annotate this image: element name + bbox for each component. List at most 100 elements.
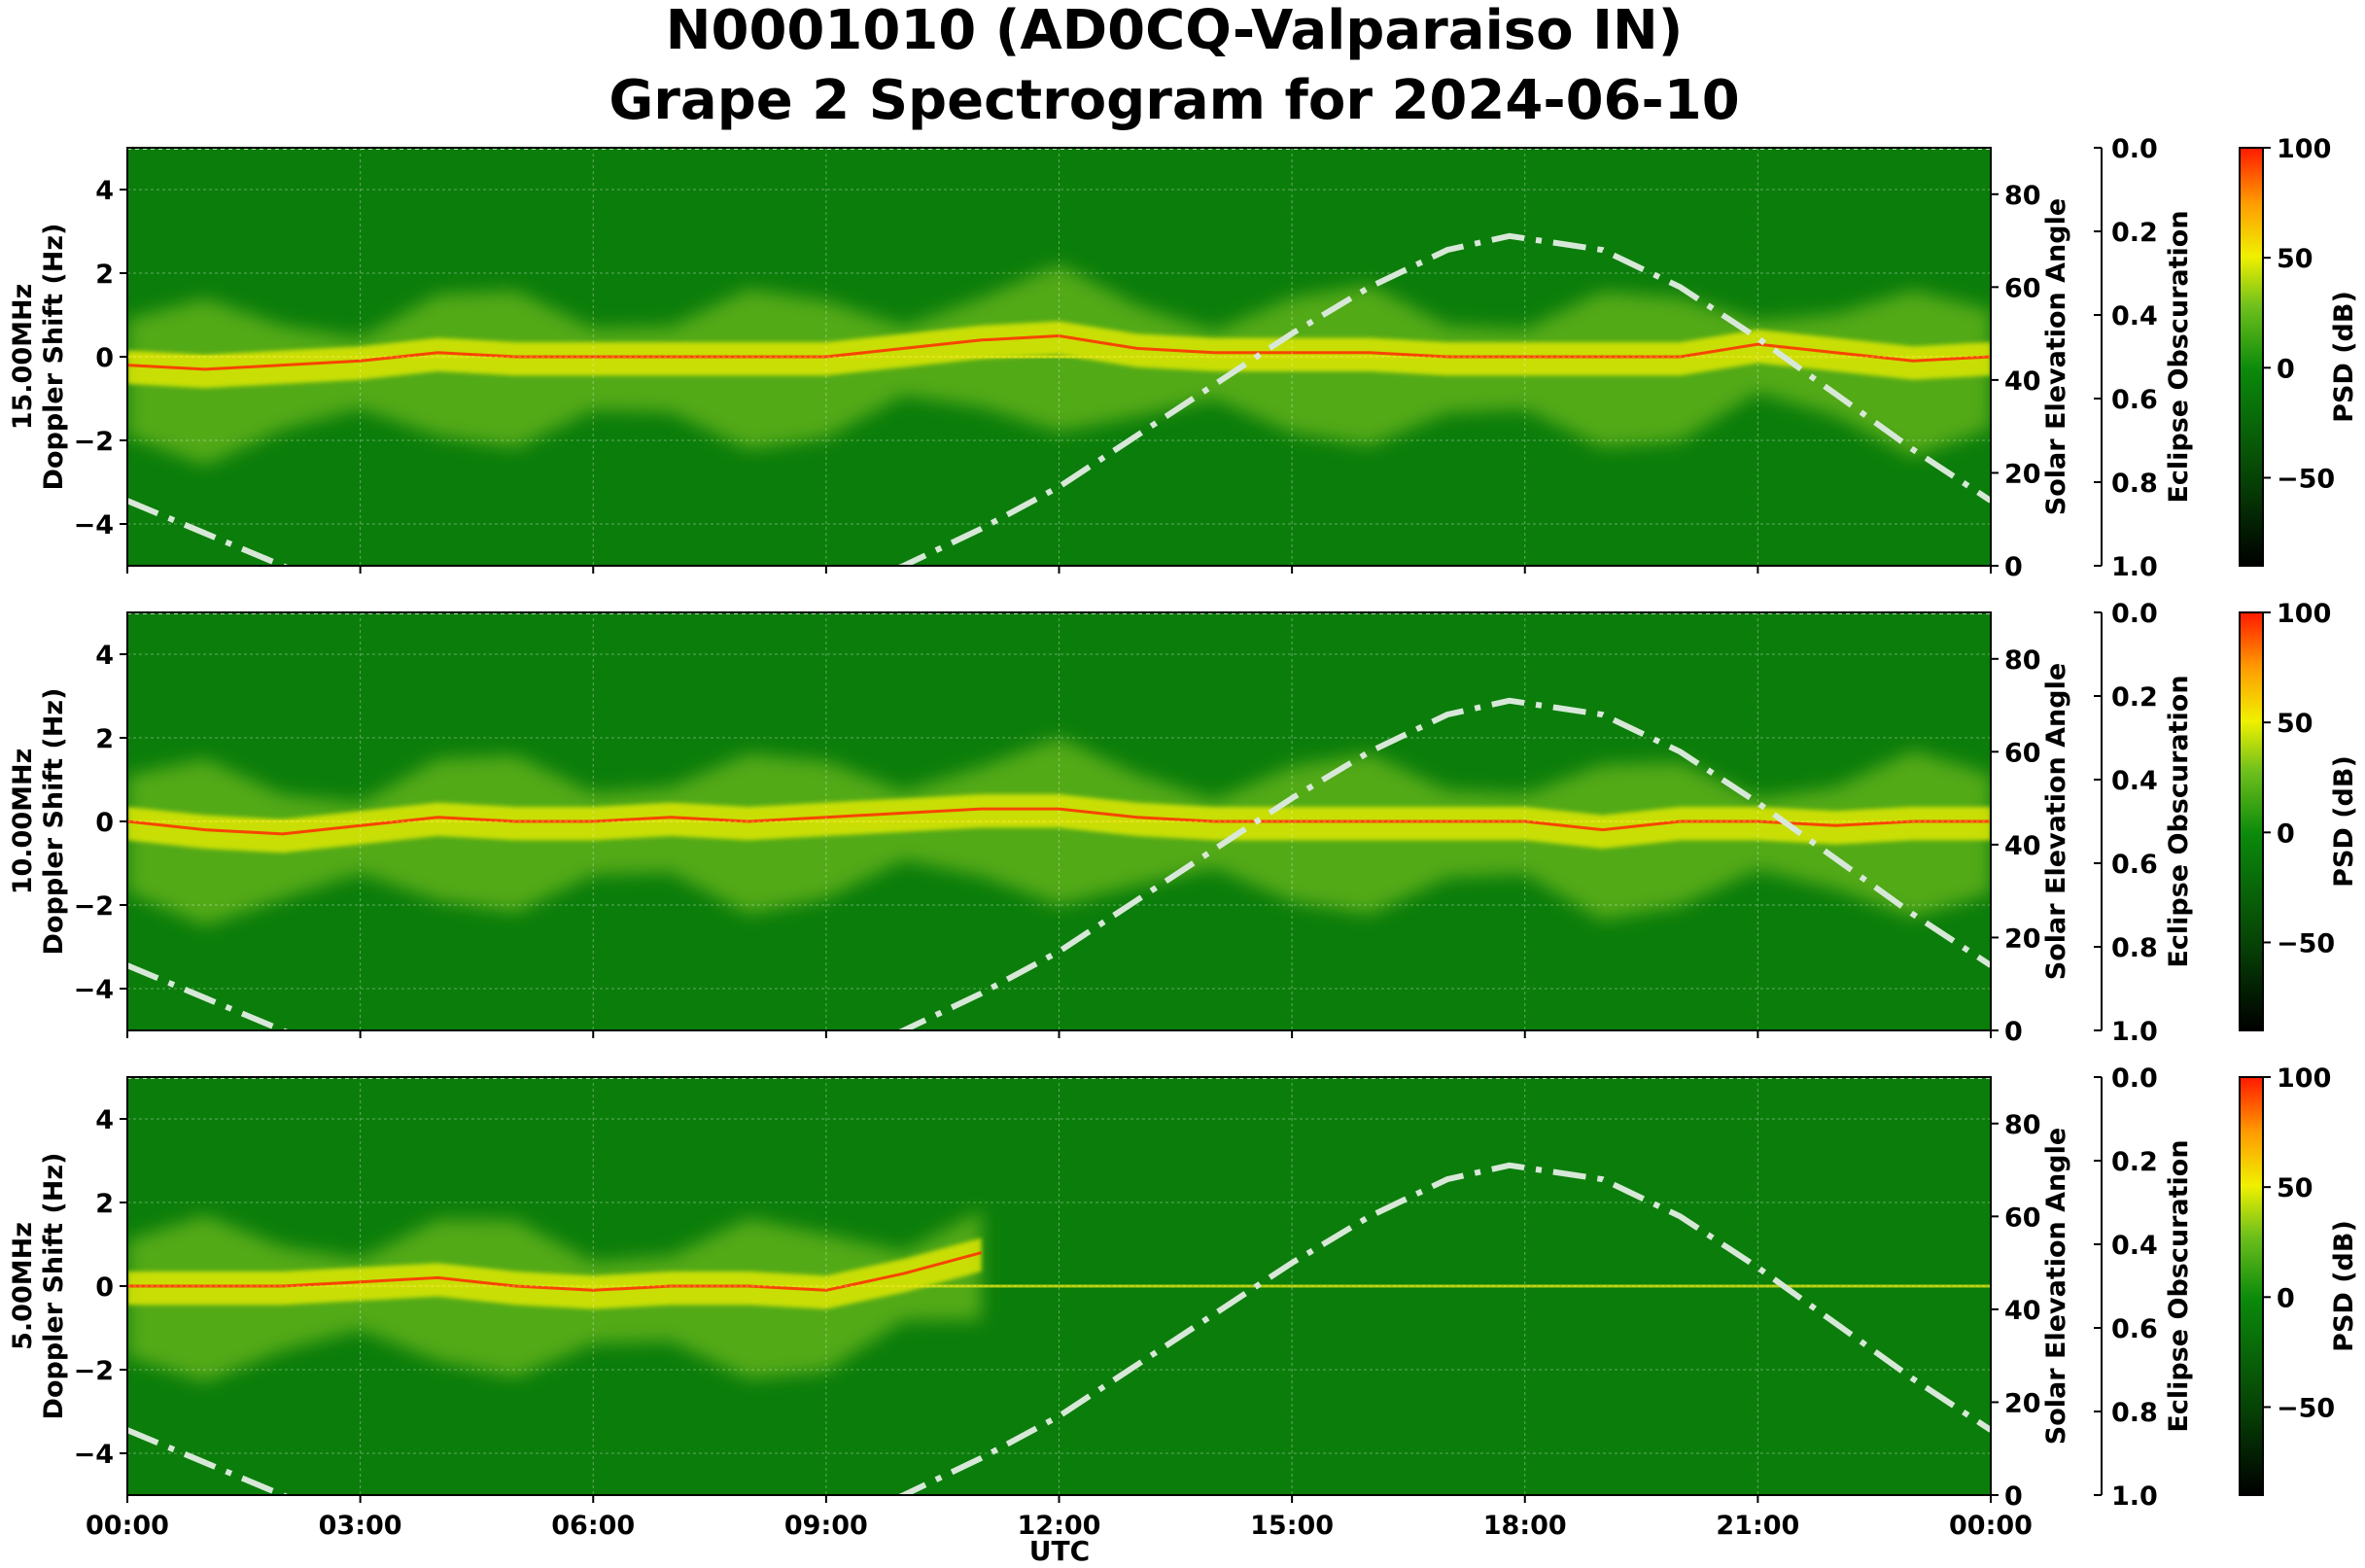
eclipse-tick-label: 0.6 [2111,1314,2158,1344]
eclipse-tick-label: 0.4 [2111,766,2158,796]
x-tick-label: 06:00 [551,1511,635,1541]
colorbar-tick-label: 0 [2277,354,2295,384]
right-tick-label: 20 [2004,459,2041,489]
right-tick-label: 80 [2004,1110,2041,1140]
right-tick-label: 60 [2004,738,2041,768]
eclipse-tick-label: 0.0 [2111,599,2158,629]
eclipse-tick-label: 0.4 [2111,1231,2158,1261]
doppler-trace [127,1251,983,1292]
right-axis-label: Solar Elevation Angle [2041,663,2071,980]
y-tick-label: 0 [95,1272,114,1303]
eclipse-tick-label: 0.4 [2111,301,2158,331]
signal-spread-band [127,738,1991,926]
right-tick-label: 60 [2004,273,2041,303]
x-tick-label: 15:00 [1250,1511,1334,1541]
right-tick-label: 80 [2004,645,2041,676]
colorbar-tick-label: −50 [2277,464,2335,494]
colorbar-label: PSD (dB) [2329,291,2359,423]
eclipse-axis-label: Eclipse Obscuration [2164,210,2194,503]
eclipse-tick-label: 0.0 [2111,1063,2158,1094]
plot-area [127,1077,1991,1495]
colorbar-tick-label: 100 [2277,599,2331,629]
spectrogram-panel-1: 420−2−415.00MHz Doppler Shift (Hz)8060402… [8,134,2359,582]
doppler-trace [127,333,1991,371]
solar-elevation-curve [127,697,1991,1030]
right-axis-label: Solar Elevation Angle [2041,1128,2071,1445]
psd-colorbar [2239,1076,2264,1496]
right-tick-label: 0 [2004,1017,2023,1047]
x-tick-label: 09:00 [784,1511,868,1541]
eclipse-axis-label: Eclipse Obscuration [2164,1139,2194,1432]
eclipse-tick-label: 1.0 [2111,1017,2158,1047]
y-tick-label: −2 [74,427,114,457]
y-axis-label: Doppler Shift (Hz) [39,224,69,491]
y-tick-label: −4 [74,975,114,1005]
eclipse-tick-label: 0.8 [2111,469,2158,499]
colorbar-tick-label: 50 [2277,709,2313,739]
colorbar-tick-label: 100 [2277,134,2331,164]
signal-spread-band [127,264,1991,466]
right-tick-label: 20 [2004,923,2041,954]
eclipse-tick-label: 0.2 [2111,682,2158,713]
eclipse-tick-label: 1.0 [2111,552,2158,582]
chart-title-line-1: N0001010 (AD0CQ-Valparaiso IN) [666,0,1684,62]
right-tick-label: 80 [2004,181,2041,211]
signal-core-band [127,321,1991,389]
x-axis-label: UTC [1029,1535,1090,1567]
panel-frequency-label: 10.00MHz [8,749,38,895]
signal-core-band [127,794,1991,854]
right-tick-label: 40 [2004,366,2041,397]
colorbar-tick-label: 50 [2277,1173,2313,1203]
y-tick-label: 4 [95,641,114,671]
y-tick-label: −4 [74,1440,114,1470]
colorbar-label: PSD (dB) [2329,1220,2359,1352]
solar-elevation-curve [127,1162,1991,1495]
right-tick-label: 0 [2004,552,2023,582]
signal-core-band [127,1237,982,1309]
eclipse-tick-label: 0.2 [2111,218,2158,248]
x-tick-label: 00:00 [1949,1511,2033,1541]
x-tick-label: 00:00 [86,1511,169,1541]
y-axis-label: Doppler Shift (Hz) [39,1153,69,1420]
eclipse-tick-label: 0.6 [2111,385,2158,415]
right-axis-label: Solar Elevation Angle [2041,198,2071,515]
right-tick-label: 40 [2004,831,2041,861]
eclipse-tick-label: 0.6 [2111,850,2158,880]
x-tick-label: 21:00 [1716,1511,1799,1541]
y-tick-label: 2 [95,1189,114,1219]
plot-area [127,148,1991,566]
eclipse-tick-label: 0.8 [2111,1398,2158,1428]
right-tick-label: 0 [2004,1481,2023,1512]
colorbar-tick-label: 0 [2277,819,2295,849]
eclipse-tick-label: 1.0 [2111,1481,2158,1512]
psd-colorbar [2239,147,2264,567]
colorbar-tick-label: −50 [2277,928,2335,958]
panel-frequency-label: 5.00MHz [8,1222,38,1350]
right-tick-label: 40 [2004,1296,2041,1326]
y-tick-label: 2 [95,724,114,754]
right-tick-label: 60 [2004,1202,2041,1233]
y-tick-label: 0 [95,808,114,838]
y-tick-label: −4 [74,510,114,540]
colorbar-tick-label: 0 [2277,1283,2295,1313]
y-tick-label: 2 [95,260,114,290]
solar-elevation-curve [127,232,1991,566]
y-tick-label: −2 [74,891,114,922]
eclipse-tick-label: 0.8 [2111,933,2158,963]
plot-area [127,612,1991,1030]
colorbar-tick-label: 100 [2277,1063,2331,1094]
y-tick-label: 0 [95,343,114,373]
eclipse-tick-label: 0.2 [2111,1147,2158,1177]
x-tick-label: 18:00 [1483,1511,1567,1541]
colorbar-tick-label: −50 [2277,1393,2335,1423]
right-tick-label: 20 [2004,1388,2041,1418]
chart-title-line-2: Grape 2 Spectrogram for 2024-06-10 [609,69,1739,132]
psd-colorbar [2239,611,2264,1031]
y-tick-label: 4 [95,1105,114,1135]
colorbar-tick-label: 50 [2277,244,2313,274]
eclipse-tick-label: 0.0 [2111,134,2158,164]
eclipse-axis-label: Eclipse Obscuration [2164,675,2194,967]
y-tick-label: 4 [95,176,114,206]
panels-container: 420−2−415.00MHz Doppler Shift (Hz)8060402… [8,134,2359,1541]
